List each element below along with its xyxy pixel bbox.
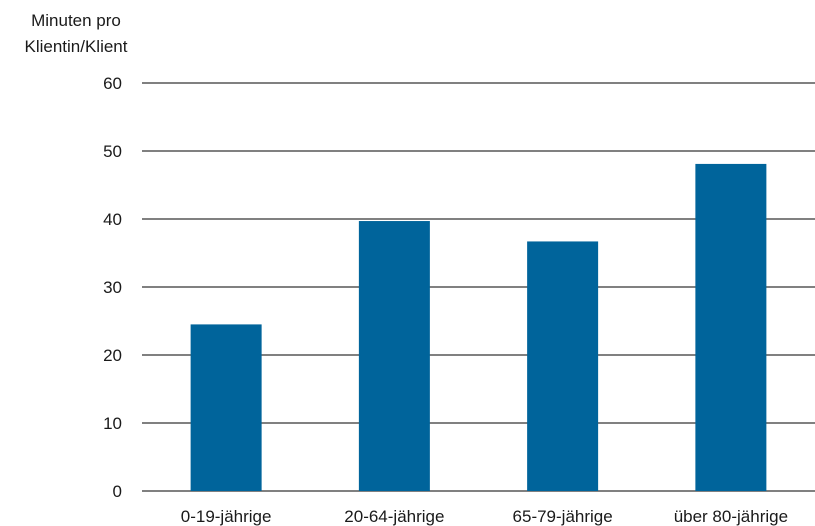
y-axis-label-line-2: Klientin/Klient bbox=[24, 37, 127, 56]
bars bbox=[190, 163, 767, 492]
x-category-label: 20-64-jährige bbox=[344, 507, 444, 526]
y-tick-label: 30 bbox=[103, 278, 122, 297]
y-tick-label: 50 bbox=[103, 142, 122, 161]
bar-2 bbox=[358, 221, 430, 492]
bar-4 bbox=[695, 163, 767, 492]
bar-3 bbox=[527, 241, 599, 491]
y-tick-label: 40 bbox=[103, 210, 122, 229]
y-tick-label: 20 bbox=[103, 346, 122, 365]
y-tick-label: 10 bbox=[103, 414, 122, 433]
y-tick-label: 0 bbox=[113, 482, 122, 501]
bar-1 bbox=[190, 324, 262, 491]
x-category-labels: 0-19-jährige 20-64-jährige 65-79-jährige üb… bbox=[181, 507, 788, 526]
x-category-label: über 80-jährige bbox=[674, 507, 788, 526]
y-tick-label: 60 bbox=[103, 74, 122, 93]
y-axis-label-line-1: Minuten pro bbox=[31, 11, 121, 30]
x-category-label: 65-79-jährige bbox=[513, 507, 613, 526]
y-tick-labels: 0 10 20 30 40 50 60 bbox=[103, 74, 122, 501]
x-category-label: 0-19-jährige bbox=[181, 507, 272, 526]
